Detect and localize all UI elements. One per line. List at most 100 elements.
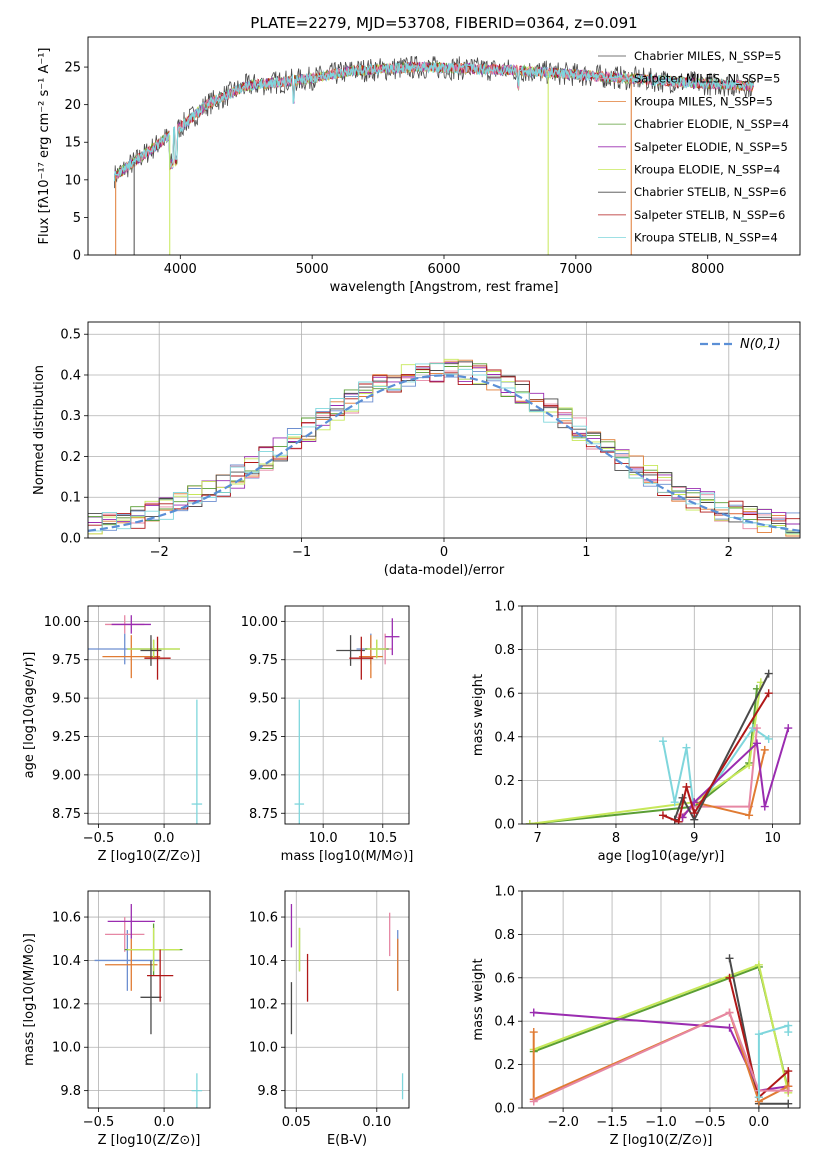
x-tick-label: 9 — [690, 831, 698, 846]
x-axis-label: (data-model)/error — [384, 563, 505, 578]
y-tick-label: 0.0 — [494, 1102, 515, 1117]
y-axis-label: mass weight — [471, 958, 486, 1040]
x-tick-label: 7 — [534, 831, 542, 846]
weight-point-marker — [529, 1008, 538, 1017]
legend-entry: Chabrier STELIB, N_SSP=6 — [634, 185, 786, 199]
weight-point-marker — [754, 1093, 763, 1102]
mass-vs-metallicity-panel: −0.5 0.0 9.8 10.0 10.2 10.4 10.6 Z [log10(Z/Z⊙)… — [22, 890, 211, 1148]
y-tick-label: 10.4 — [249, 954, 278, 969]
spectrum-line-kroupa_stelib — [113, 62, 755, 182]
y-tick-label: 5 — [73, 211, 81, 226]
legend-entry: N(0,1) — [740, 337, 781, 352]
mass-vs-extinction-panel: 0.05 0.10 9.8 10.0 10.2 10.4 10.6 E(B-V) — [249, 890, 410, 1148]
weight-point-marker — [760, 802, 769, 811]
y-tick-label: 0.1 — [60, 491, 81, 506]
y-tick-label: 0.6 — [494, 687, 515, 702]
x-tick-label: −0.5 — [83, 831, 115, 846]
y-tick-label: 9.8 — [60, 1084, 81, 1099]
x-tick-label: 5000 — [296, 262, 329, 277]
y-tick-label: 0.2 — [60, 450, 81, 465]
y-tick-label: 0.3 — [60, 409, 81, 424]
y-tick-label: 8.75 — [249, 807, 278, 822]
weight-point-marker — [745, 761, 754, 770]
weight-point-marker — [760, 745, 769, 754]
x-tick-label: 10 — [764, 831, 781, 846]
axes-frame — [284, 605, 410, 825]
weight-point-marker — [752, 724, 761, 733]
errorbar-kroupa_stelib — [191, 699, 203, 824]
legend-entry: Kroupa ELODIE, N_SSP=4 — [634, 163, 780, 177]
weight-point-marker — [682, 782, 691, 791]
x-tick-label: 0 — [440, 545, 448, 560]
y-tick-label: 9.75 — [249, 653, 278, 668]
legend-entry: Chabrier ELODIE, N_SSP=4 — [634, 117, 789, 131]
weight-line-salpeter_stelib — [728, 977, 790, 1100]
x-tick-label: −2.0 — [547, 1115, 579, 1130]
x-tick-label: 1 — [582, 545, 590, 560]
legend-entry: Kroupa MILES, N_SSP=5 — [634, 94, 773, 108]
y-tick-label: 1.0 — [494, 885, 515, 900]
y-tick-label: 10 — [64, 173, 81, 188]
y-tick-label: 0.0 — [60, 532, 81, 547]
errorbar-salpeter_elodie — [385, 618, 400, 656]
weight-line-kroupa_stelib — [662, 726, 770, 816]
age-vs-mass-panel: 10.0 10.5 8.75 9.00 9.25 9.50 9.75 10.00 mass [l… — [241, 605, 413, 864]
x-tick-label: 10.5 — [368, 831, 397, 846]
axes-frame — [87, 605, 211, 825]
errorbar-kroupa_miles — [358, 635, 383, 679]
x-axis-label: E(B-V) — [327, 1133, 367, 1148]
y-tick-label: 10.4 — [52, 954, 81, 969]
y-tick-label: 10.2 — [52, 997, 81, 1012]
x-axis-label: wavelength [Angstrom, rest frame] — [330, 280, 559, 295]
weight-line-chabrier_elodie — [529, 688, 758, 824]
y-tick-label: 0.4 — [494, 730, 515, 745]
spectrum-line-chabrier_stelib — [114, 55, 754, 189]
errorbar-salpeter_stelib — [147, 949, 174, 1002]
x-tick-label: 8000 — [691, 262, 724, 277]
axes-frame — [87, 321, 801, 539]
y-tick-label: 9.00 — [249, 768, 278, 783]
weight-point-marker — [764, 689, 773, 698]
weight-point-marker — [725, 1023, 734, 1032]
x-tick-label: −1.0 — [645, 1115, 677, 1130]
weight-point-marker — [529, 1097, 538, 1106]
y-tick-label: 0.2 — [494, 1058, 515, 1073]
errorbar-salpeter_stelib — [144, 636, 171, 680]
y-tick-label: 0 — [73, 249, 81, 264]
legend-entry: Salpeter ELODIE, N_SSP=5 — [634, 140, 788, 154]
axes-frame — [521, 890, 801, 1109]
errorbar-kroupa_stelib — [294, 699, 305, 824]
x-axis-label: Z [log10(Z/Z⊙)] — [610, 1133, 713, 1148]
axes-frame — [521, 605, 801, 825]
weight-point-marker — [784, 1067, 793, 1076]
axes-frame — [284, 890, 410, 1109]
y-tick-label: 10.0 — [249, 1041, 278, 1056]
x-tick-label: 0.0 — [749, 1115, 770, 1130]
y-tick-label: 0.6 — [494, 971, 515, 986]
y-axis-label: Normed distribution — [32, 365, 47, 495]
errorbar-kroupa_miles — [105, 938, 158, 991]
weight-point-marker — [658, 737, 667, 746]
gaussian-curve — [87, 374, 801, 532]
weight-line-kroupa_elodie — [529, 682, 762, 824]
weight-point-marker — [784, 1028, 793, 1037]
errorbar-chabrier_stelib — [140, 635, 162, 666]
y-axis-label: age [log10(age/yr)] — [22, 652, 37, 779]
y-tick-label: 10.00 — [241, 615, 278, 630]
weight-point-marker — [784, 1086, 793, 1095]
errorbar-salpeter_miles — [105, 917, 145, 952]
legend-entry: Salpeter STELIB, N_SSP=6 — [634, 208, 785, 222]
y-tick-label: 8.75 — [52, 807, 81, 822]
x-tick-label: −0.5 — [694, 1115, 726, 1130]
weight-point-marker — [682, 743, 691, 752]
y-tick-label: 9.00 — [52, 768, 81, 783]
weight-line-salpeter_miles — [533, 1011, 789, 1103]
x-tick-label: 0.0 — [154, 831, 175, 846]
y-axis-label: Flux [fλ10⁻¹⁷ erg cm⁻² s⁻¹ A⁻¹] — [37, 48, 52, 245]
x-tick-label: 7000 — [559, 262, 592, 277]
errorbar-chabrier_stelib — [140, 960, 162, 1035]
weight-point-marker — [784, 1099, 793, 1108]
errorbar-chabrier_stelib — [336, 635, 365, 666]
x-tick-label: 8 — [612, 831, 620, 846]
